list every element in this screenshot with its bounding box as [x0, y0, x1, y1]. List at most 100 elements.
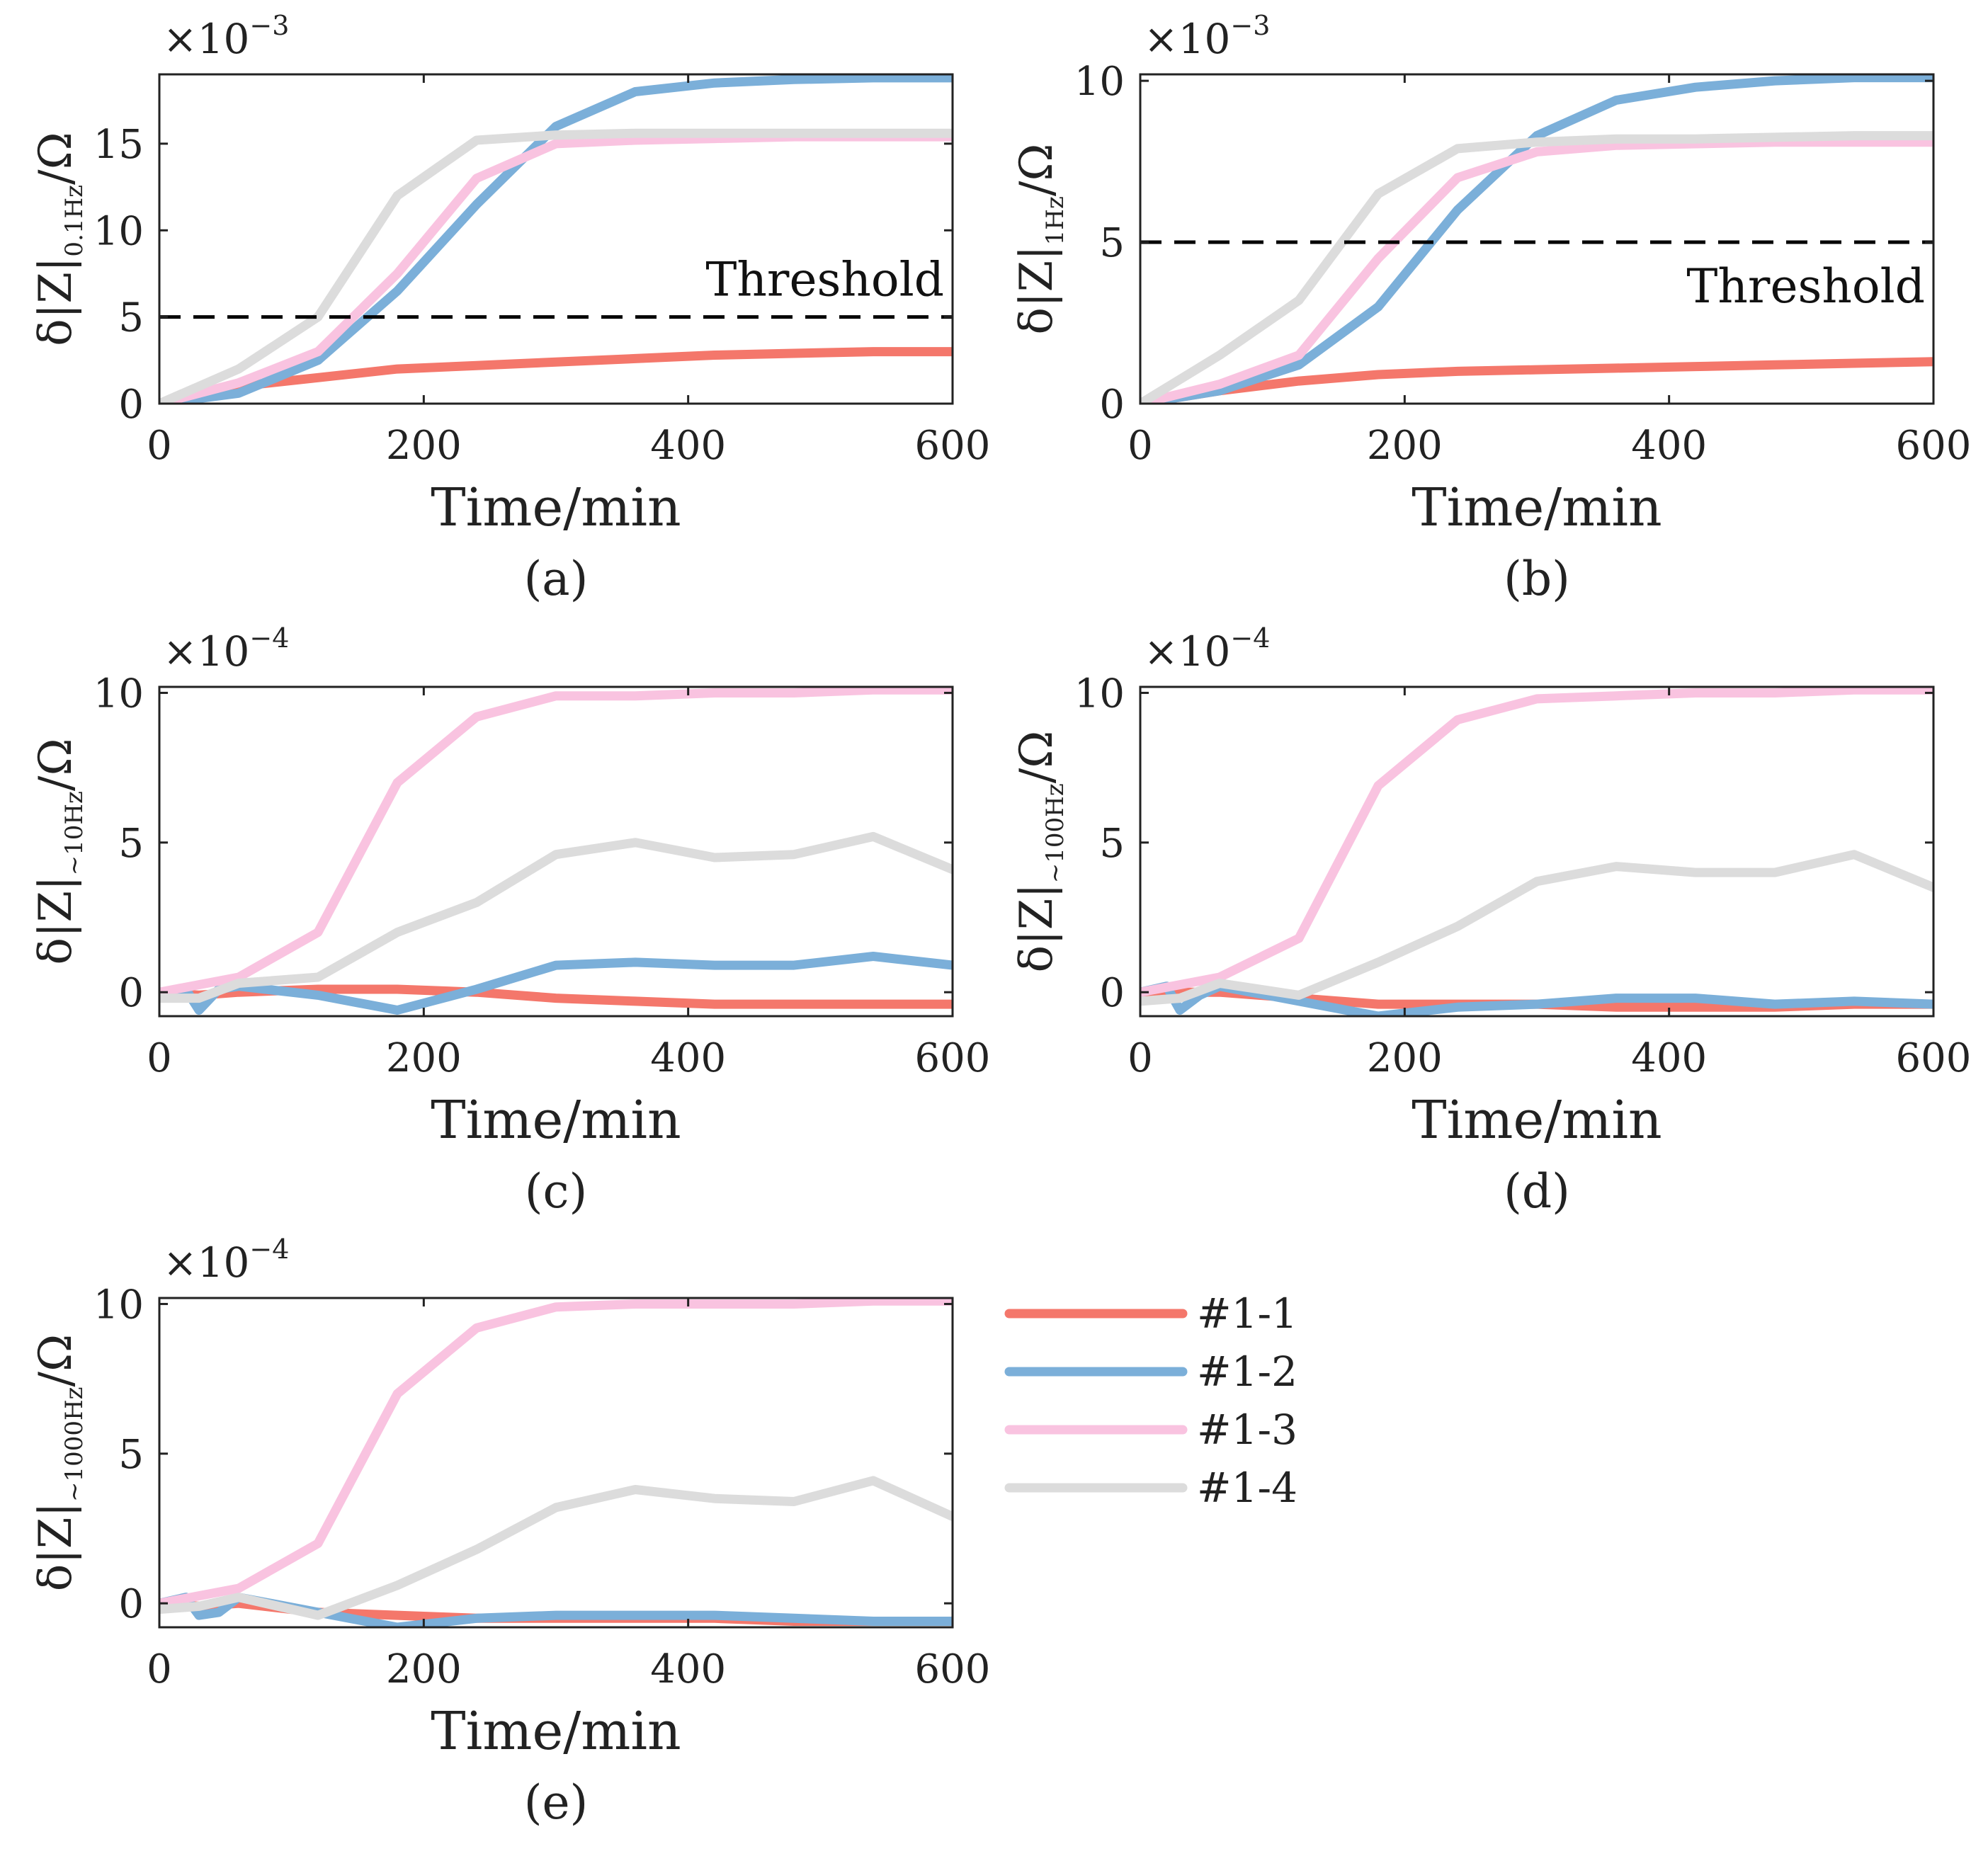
y-tick-label: 0	[118, 1581, 144, 1627]
y-tick-label: 10	[1074, 59, 1125, 105]
legend-label: #1-2	[1197, 1348, 1297, 1396]
chart-panel-b: Threshold 0 200 400 600 0 5 10 ×10−3 Time/min δ|Z|…	[1011, 10, 1971, 606]
y-label-unit: /Ω	[30, 1334, 82, 1387]
series-group	[159, 1298, 953, 1627]
exponent-power: −3	[1230, 10, 1270, 41]
y-axis-label: δ|Z|~100Hz/Ω	[1011, 731, 1069, 973]
y-tick-label: 0	[118, 382, 144, 428]
legend-label: #1-1	[1197, 1289, 1297, 1338]
y-tick-label: 10	[1074, 671, 1125, 717]
panel-label: (a)	[524, 552, 589, 606]
x-tick-label: 0	[147, 1035, 172, 1081]
x-tick-label: 600	[915, 1646, 991, 1692]
legend-label: #1-3	[1197, 1406, 1297, 1454]
axes-box	[158, 685, 954, 1018]
y-label-unit: /Ω	[1011, 731, 1063, 784]
exponent-base: ×10	[163, 627, 249, 676]
series-line-1-1	[1140, 357, 1933, 404]
chart-panel-c: 0 200 400 600 0 5 10 ×10−4 Time/min δ|Z|~10Hz/Ω (c…	[30, 622, 990, 1219]
axis-exponent: ×10−3	[1144, 10, 1270, 63]
y-axis-label: δ|Z|~10Hz/Ω	[30, 738, 89, 964]
y-tick-label: 0	[1099, 382, 1125, 428]
chart-panel-e: 0 200 400 600 0 5 10 ×10−4 Time/min δ|Z|~1000Hz/Ω…	[30, 1234, 990, 1830]
x-tick-label: 0	[147, 1646, 172, 1692]
series-line-1-4	[1140, 850, 1933, 1006]
panel-label: (e)	[524, 1775, 589, 1830]
x-tick-label: 200	[386, 1646, 462, 1692]
y-tick-label: 5	[118, 295, 144, 341]
chart-panel-a: Threshold 0 200 400 600 0 5 10 15 ×10−3 Time/min δ|…	[30, 10, 990, 606]
series-line-1-2	[1140, 981, 1933, 1016]
y-tick-label: 0	[1099, 970, 1125, 1016]
y-tick-label: 10	[93, 1282, 144, 1328]
axes-box	[1139, 685, 1935, 1018]
y-label-unit: /Ω	[1011, 144, 1063, 197]
series-line-1-4	[1140, 131, 1933, 404]
y-label-main: δ|Z|	[1011, 245, 1063, 334]
series-group	[1140, 74, 1933, 404]
y-tick-label: 0	[118, 970, 144, 1016]
exponent-power: −4	[1230, 622, 1270, 654]
x-tick-label: 200	[1367, 423, 1443, 469]
y-label-subscript: 0.1Hz	[60, 185, 89, 257]
x-axis-label: Time/min	[431, 477, 681, 538]
y-tick-label: 5	[118, 821, 144, 867]
exponent-power: −3	[249, 10, 289, 41]
series-line-1-3	[159, 687, 953, 997]
x-tick-label: 400	[650, 1646, 726, 1692]
threshold-label: Threshold	[705, 253, 944, 307]
x-tick-label: 600	[1896, 423, 1972, 469]
x-axis-label: Time/min	[1412, 477, 1662, 538]
x-tick-label: 0	[1128, 1035, 1153, 1081]
x-tick-label: 600	[1896, 1035, 1972, 1081]
y-label-main: δ|Z|	[30, 257, 82, 346]
axis-exponent: ×10−4	[1144, 622, 1270, 676]
plot-area	[1140, 687, 1933, 1016]
y-axis-label: δ|Z|1Hz/Ω	[1011, 144, 1069, 335]
y-label-subscript: ~100Hz	[1041, 783, 1069, 883]
y-label-unit: /Ω	[30, 132, 82, 185]
y-tick-label: 15	[93, 122, 144, 168]
plot-area	[1140, 74, 1933, 404]
x-tick-label: 600	[915, 423, 991, 469]
exponent-base: ×10	[163, 15, 249, 63]
chart-panel-d: 0 200 400 600 0 5 10 ×10−4 Time/min δ|Z|~100Hz/Ω (…	[1011, 622, 1971, 1219]
y-label-main: δ|Z|	[30, 875, 82, 964]
panel-label: (c)	[525, 1164, 587, 1219]
legend-label: #1-4	[1197, 1464, 1297, 1512]
series-line-1-2	[159, 74, 953, 404]
series-line-1-2	[159, 1593, 953, 1627]
y-tick-label: 5	[1099, 821, 1125, 867]
x-axis-label: Time/min	[431, 1090, 681, 1151]
y-tick-label: 10	[93, 208, 144, 254]
y-tick-label: 5	[1099, 220, 1125, 266]
exponent-power: −4	[249, 1234, 289, 1265]
axes-box	[1139, 73, 1935, 405]
x-axis-label: Time/min	[1412, 1090, 1662, 1151]
series-group	[1140, 687, 1933, 1016]
axis-exponent: ×10−4	[163, 622, 289, 676]
series-line-1-3	[1140, 137, 1933, 404]
axes-box	[158, 73, 954, 405]
y-label-subscript: ~10Hz	[60, 791, 89, 875]
series-group	[159, 74, 953, 404]
x-tick-label: 400	[650, 1035, 726, 1081]
x-tick-label: 600	[915, 1035, 991, 1081]
y-label-subscript: ~1000Hz	[60, 1387, 89, 1502]
series-line-1-3	[1140, 687, 1933, 997]
exponent-base: ×10	[163, 1239, 249, 1287]
series-line-1-4	[159, 128, 953, 404]
panel-label: (b)	[1504, 552, 1570, 606]
x-tick-label: 0	[1128, 423, 1153, 469]
y-axis-label: δ|Z|~1000Hz/Ω	[30, 1334, 89, 1591]
y-label-unit: /Ω	[30, 738, 82, 791]
x-tick-label: 200	[386, 1035, 462, 1081]
y-label-main: δ|Z|	[1011, 883, 1063, 972]
x-axis-label: Time/min	[431, 1701, 681, 1762]
series-group	[159, 687, 953, 1015]
axis-exponent: ×10−3	[163, 10, 289, 63]
series-line-1-1	[159, 347, 953, 404]
y-label-main: δ|Z|	[30, 1502, 82, 1591]
exponent-power: −4	[249, 622, 289, 654]
